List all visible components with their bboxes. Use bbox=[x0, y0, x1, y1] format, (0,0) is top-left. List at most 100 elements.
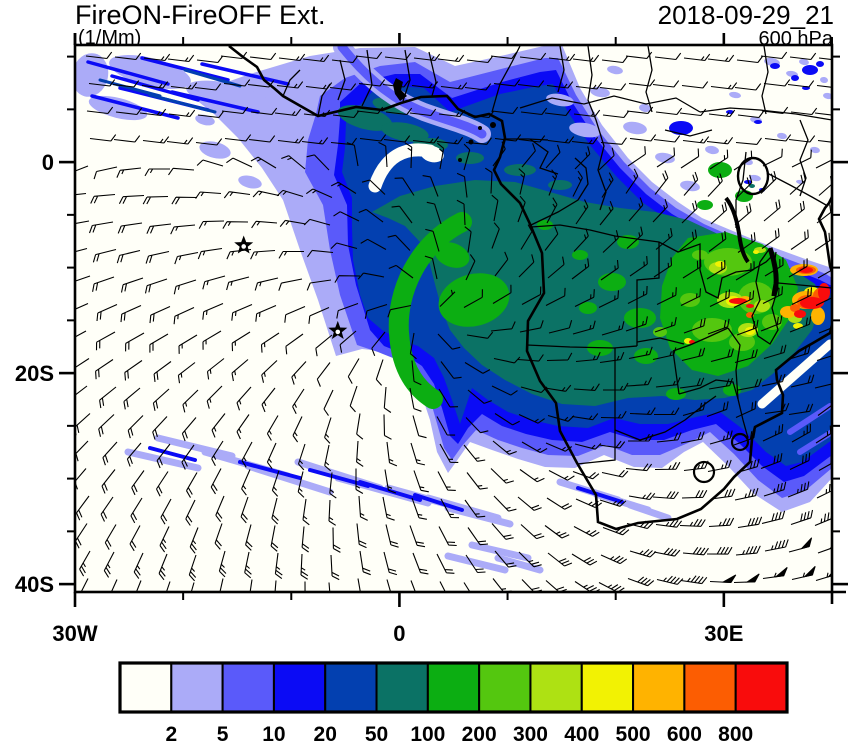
y-axis-tick-label: 0 bbox=[42, 150, 54, 175]
wind-barb bbox=[548, 320, 573, 334]
contour-ge200 bbox=[762, 314, 782, 330]
speckle-ne bbox=[749, 174, 761, 182]
wind-barb bbox=[276, 189, 304, 198]
units-label: (1/Mm) bbox=[78, 27, 142, 49]
wind-barb bbox=[356, 413, 364, 440]
wind-barb bbox=[544, 108, 572, 117]
wind-barb bbox=[75, 165, 89, 172]
wind-barb bbox=[598, 290, 620, 308]
colorbar-cell bbox=[529, 662, 583, 713]
wind-barb bbox=[250, 249, 276, 260]
wind-barb bbox=[86, 106, 114, 115]
wind-barb bbox=[383, 386, 392, 413]
wind-barb bbox=[710, 348, 734, 363]
wind-barb bbox=[146, 223, 172, 234]
wind-barb bbox=[681, 81, 709, 89]
wind-barb bbox=[708, 517, 735, 528]
speckle-ne bbox=[590, 86, 610, 98]
island-star-marker bbox=[234, 235, 254, 254]
wind-barb bbox=[736, 458, 760, 474]
contour-ge100 bbox=[537, 220, 553, 230]
wind-barb bbox=[437, 471, 456, 491]
wind-barb bbox=[75, 385, 88, 396]
wind-barb bbox=[252, 190, 280, 198]
wind-barb bbox=[656, 575, 684, 585]
wind-barb bbox=[329, 83, 357, 91]
wind-barb bbox=[274, 552, 283, 580]
country-border bbox=[645, 45, 653, 113]
filament-nw bbox=[195, 114, 215, 126]
wind-barb bbox=[99, 386, 117, 409]
wind-barb bbox=[491, 523, 514, 540]
wind-barb bbox=[706, 260, 726, 280]
wind-barb bbox=[274, 108, 302, 117]
wind-barb bbox=[80, 578, 89, 592]
wind-barb bbox=[656, 287, 677, 305]
wind-barb bbox=[385, 524, 399, 548]
wind-barb bbox=[426, 201, 442, 225]
wind-barb bbox=[598, 440, 626, 449]
wind-barb bbox=[360, 238, 387, 250]
wind-barb bbox=[387, 234, 411, 251]
wind-barb bbox=[683, 460, 709, 472]
wind-barb bbox=[198, 220, 225, 229]
wind-barb bbox=[490, 51, 518, 60]
wind-barb bbox=[241, 469, 251, 496]
wind-barb bbox=[92, 248, 117, 263]
wind-barb bbox=[75, 495, 90, 521]
wind-barb bbox=[125, 332, 145, 352]
wind-barb bbox=[167, 54, 195, 63]
colorbar-tick-label: 5 bbox=[217, 723, 229, 746]
speckle-ne bbox=[820, 76, 828, 84]
wind-barb bbox=[356, 523, 367, 549]
country-border bbox=[636, 242, 660, 346]
wind-barb bbox=[653, 547, 681, 557]
wind-barb bbox=[710, 82, 738, 90]
wind-barb bbox=[168, 109, 196, 118]
wind-barb bbox=[818, 455, 832, 471]
wind-barb bbox=[185, 499, 196, 526]
wind-barb bbox=[627, 576, 655, 587]
wind-barb bbox=[358, 208, 384, 223]
wind-barb bbox=[737, 232, 756, 253]
wind-barb bbox=[181, 417, 197, 442]
wind-barb bbox=[260, 332, 280, 353]
wind-barb bbox=[202, 330, 222, 350]
wind-barb bbox=[521, 441, 548, 453]
wind-barb bbox=[467, 527, 489, 546]
wind-barb bbox=[545, 442, 573, 452]
wind-barb bbox=[465, 554, 486, 574]
wind-barb bbox=[75, 275, 91, 282]
wind-barb bbox=[545, 287, 566, 306]
wind-barb bbox=[791, 423, 811, 443]
wind-barb bbox=[600, 259, 619, 281]
wind-barb bbox=[245, 524, 253, 551]
speckle-ne bbox=[823, 92, 832, 100]
filament-nw bbox=[183, 68, 242, 88]
wind-barb bbox=[301, 137, 329, 145]
wind-barb bbox=[149, 333, 169, 353]
wind-barb bbox=[572, 470, 600, 480]
country-border bbox=[491, 45, 521, 113]
wind-barb bbox=[300, 553, 309, 580]
clear-coastal-band bbox=[757, 339, 832, 409]
wind-barb bbox=[114, 52, 142, 61]
colorbar-tick-label: 500 bbox=[616, 723, 651, 746]
wind-barb bbox=[152, 416, 168, 440]
wind-barb bbox=[733, 429, 756, 446]
wind-barb bbox=[412, 136, 440, 144]
wind-barb bbox=[787, 481, 810, 498]
wind-barb bbox=[491, 385, 518, 396]
wind-barb bbox=[520, 224, 533, 250]
colorbar-tick-label: 200 bbox=[462, 723, 497, 746]
wind-barb bbox=[521, 286, 542, 305]
y-axis-tick-label: 20S bbox=[15, 361, 54, 386]
wind-barb bbox=[173, 306, 195, 325]
wind-barb bbox=[544, 226, 559, 251]
wind-barb bbox=[224, 134, 252, 142]
wind-barb bbox=[306, 249, 334, 258]
wind-barb bbox=[629, 256, 648, 277]
wind-barb bbox=[424, 255, 438, 280]
wind-barb bbox=[519, 320, 544, 333]
